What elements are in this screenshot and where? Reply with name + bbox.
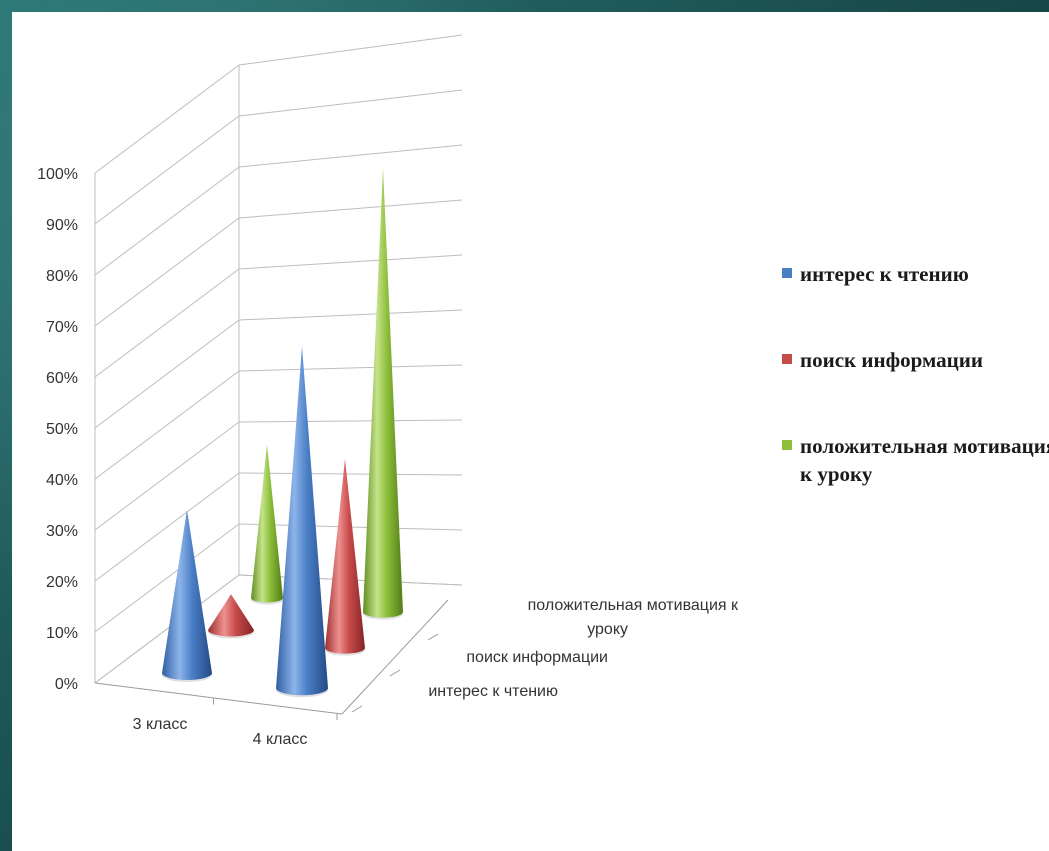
y-tick-label: 60% [46,370,78,387]
y-tick-label: 10% [46,625,78,642]
legend-label: поиск информации [800,348,983,372]
y-tick-label: 70% [46,319,78,336]
cone-mark [251,444,283,605]
category-label: 3 класс [133,716,188,733]
cone-chart: 0% 10% 20% 30% 40% 50% 60% 70% 80% 90% 100% 3 класс… [37,34,739,748]
labels-layer: 0% 10% 20% 30% 40% 50% 60% 70% 80% 90% 100% 3 класс… [37,166,739,748]
depth-label: интерес к чтению [428,683,558,700]
cone-mark [162,509,212,682]
legend-item: поиск информации [778,346,1049,374]
legend-swatch [782,440,792,450]
y-tick-label: 50% [46,421,78,438]
y-tick-label: 90% [46,217,78,234]
category-label: 4 класс [253,731,308,748]
axis-layer [94,599,449,720]
cone-mark [276,346,328,698]
legend: интерес к чтению поиск информации положите… [778,260,1049,488]
legend-label: интерес к чтению [800,262,969,286]
legend-item: интерес к чтению [778,260,1049,288]
cone-mark [208,594,254,639]
cone-mark [363,168,403,620]
legend-swatch [782,268,792,278]
y-tick-label: 20% [46,574,78,591]
y-tick-label: 80% [46,268,78,285]
y-tick-label: 0% [55,676,78,693]
grid-layer [94,34,463,684]
legend-label: положительная мотивация к уроку [800,434,1049,486]
slide: 0% 10% 20% 30% 40% 50% 60% 70% 80% 90% 100% 3 класс… [12,12,1049,851]
y-tick-label: 100% [37,166,78,183]
depth-label: поиск информации [466,649,608,666]
legend-swatch [782,354,792,364]
cone-mark [325,459,365,656]
legend-item: положительная мотивация к уроку [778,432,1049,488]
marks-layer [162,168,403,698]
y-tick-label: 40% [46,472,78,489]
depth-label: положительная мотивация к уроку [528,597,739,638]
y-tick-label: 30% [46,523,78,540]
